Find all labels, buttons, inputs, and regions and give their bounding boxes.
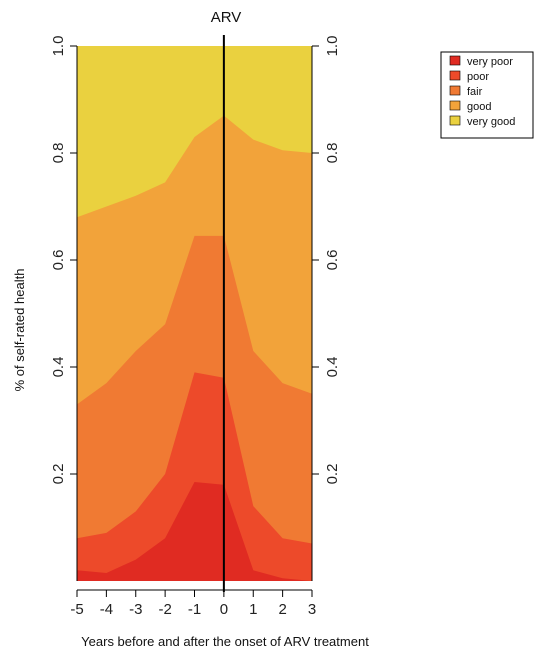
y-tick-label-right: 0.4: [324, 357, 341, 378]
area-very-poor: [77, 482, 312, 581]
legend-swatch-good: [449, 100, 461, 111]
x-tick-label: 1: [249, 601, 257, 618]
y-axis-label: % of self-rated health: [12, 269, 27, 392]
area-layer: [77, 46, 312, 581]
legend-swatch-poor: [449, 70, 461, 81]
x-tick-label: -5: [70, 601, 83, 618]
x-tick-label: -3: [129, 601, 142, 618]
x-tick-label: -1: [188, 601, 201, 618]
x-axis-label: Years before and after the onset of ARV …: [81, 634, 369, 649]
y-axis-right: 0.2 0.4 0.6 0.8 1.0: [312, 36, 341, 485]
legend-label: very poor: [467, 56, 513, 68]
legend-label: good: [467, 101, 491, 113]
x-tick-label: -4: [100, 601, 113, 618]
legend-swatch-fair: [449, 85, 461, 96]
x-tick-label: -2: [158, 601, 171, 618]
legend-label: poor: [467, 71, 489, 83]
y-axis-left: 0.2 0.4 0.6 0.8 1.0: [50, 36, 77, 485]
legend-swatch-very-poor: [449, 55, 461, 66]
legend-label: fair: [467, 86, 483, 98]
x-tick-label: 3: [308, 601, 316, 618]
x-axis: -5 -4 -3 -2 -1 0 1 2 3: [70, 589, 316, 618]
y-tick-label-right: 1.0: [324, 36, 341, 57]
y-tick-label-left: 0.8: [50, 143, 67, 164]
x-tick-label: 2: [278, 601, 286, 618]
plot-frame: [76, 46, 313, 581]
y-tick-label-right: 0.8: [324, 143, 341, 164]
y-tick-label-right: 0.2: [324, 464, 341, 485]
y-tick-label-left: 0.4: [50, 357, 67, 378]
legend-label: very good: [467, 116, 515, 128]
y-tick-label-left: 0.6: [50, 250, 67, 271]
area-poor: [77, 372, 312, 581]
y-tick-label-right: 0.6: [324, 250, 341, 271]
y-tick-label-left: 0.2: [50, 464, 67, 485]
chart-title: ARV: [211, 9, 242, 26]
x-tick-label: 0: [220, 601, 228, 618]
y-tick-label-left: 1.0: [50, 36, 67, 57]
legend: very poor poor fair good very good: [440, 51, 534, 139]
legend-swatch-very-good: [449, 115, 461, 126]
